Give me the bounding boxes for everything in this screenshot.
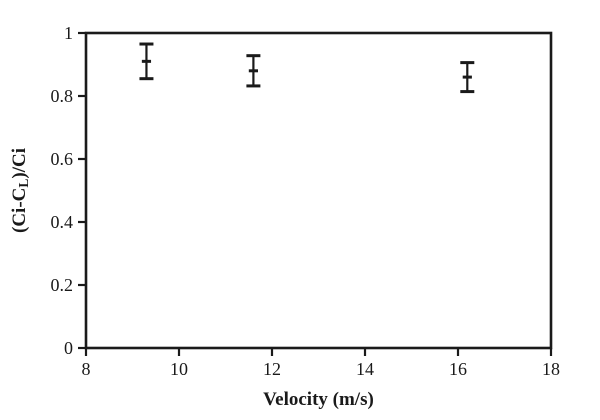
error-bar — [460, 61, 475, 94]
plot-area-border — [84, 31, 553, 350]
x-axis-tick-label: 10 — [170, 359, 188, 379]
x-axis-title: Velocity (m/s) — [263, 389, 374, 410]
error-bar — [139, 42, 154, 81]
y-axis-tick-label: 1 — [64, 23, 73, 43]
y-axis-tick-label: 0.8 — [51, 86, 74, 106]
y-axis-tick-label: 0.6 — [51, 149, 74, 169]
y-axis-title: (Ci-CL)/Ci — [9, 148, 31, 233]
x-axis-tick-label: 18 — [542, 359, 560, 379]
error-bar — [246, 54, 261, 88]
x-axis-tick-label: 12 — [263, 359, 281, 379]
data-series — [139, 42, 475, 94]
y-axis-tick-label: 0.2 — [51, 275, 74, 295]
y-axis-tick-label: 0.4 — [51, 212, 74, 232]
x-axis-tick-label: 16 — [449, 359, 467, 379]
y-axis: 0 0.2 0.4 0.6 0.8 1 — [51, 23, 86, 358]
x-axis-tick-label: 8 — [82, 359, 91, 379]
x-axis: 8 10 12 14 16 18 — [82, 348, 560, 379]
x-axis-tick-label: 14 — [356, 359, 374, 379]
y-axis-tick-label: 0 — [64, 338, 73, 358]
